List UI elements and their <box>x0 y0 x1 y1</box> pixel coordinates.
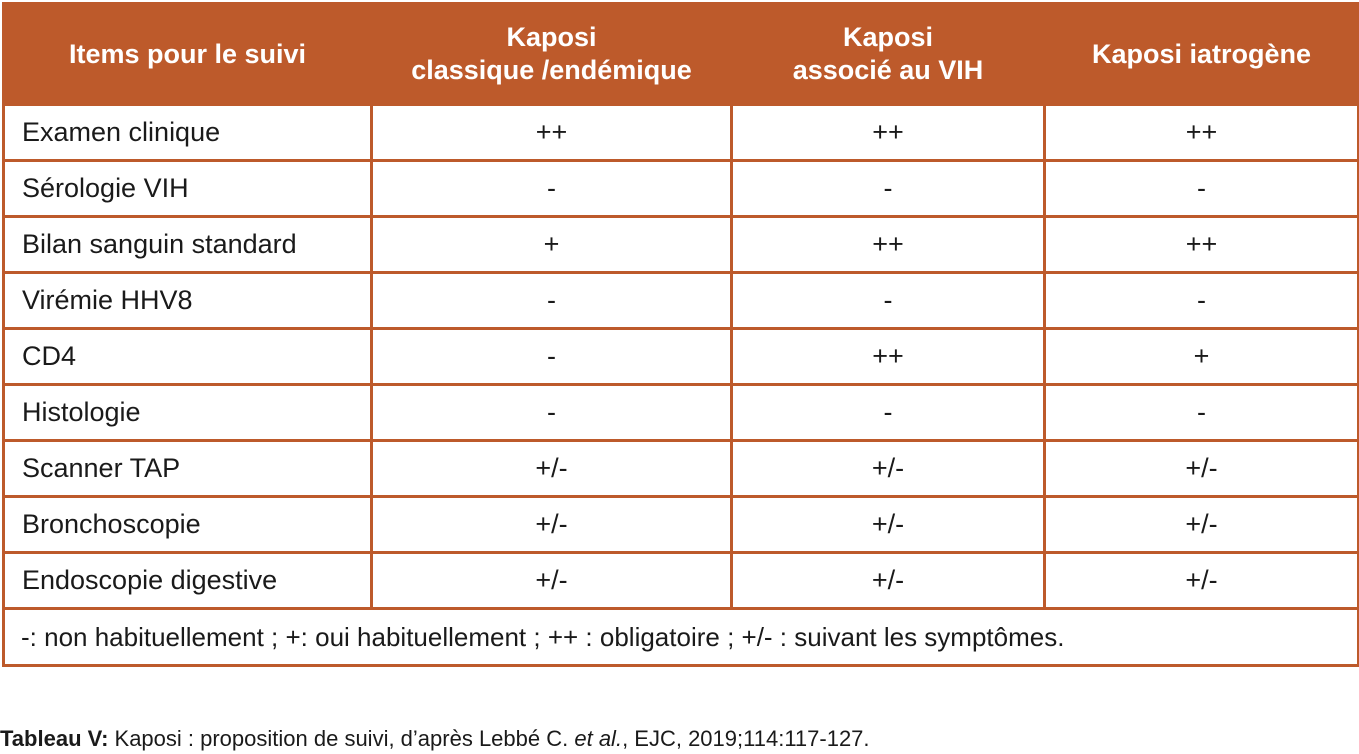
table-row: Bronchoscopie +/- +/- +/- <box>2 495 1359 554</box>
column-header: Kaposi iatrogène <box>1043 2 1359 106</box>
caption-text: Kaposi : proposition de suivi, d’après L… <box>108 726 575 751</box>
value-cell: +/- <box>730 495 1046 554</box>
legend-row: -: non habituellement ; +: oui habituell… <box>2 607 1359 667</box>
item-cell: Endoscopie digestive <box>2 551 373 610</box>
table-row: Examen clinique ++ ++ ++ <box>2 103 1359 162</box>
value-cell: ++ <box>730 215 1046 274</box>
table-row: Histologie - - - <box>2 383 1359 442</box>
item-cell: Scanner TAP <box>2 439 373 498</box>
value-cell: ++ <box>1043 103 1359 162</box>
value-cell: - <box>730 383 1046 442</box>
table-row: Sérologie VIH - - - <box>2 159 1359 218</box>
column-header: Items pour le suivi <box>2 2 373 106</box>
table-row: Virémie HHV8- - - <box>2 271 1359 330</box>
value-cell: +/- <box>1043 495 1359 554</box>
value-cell: - <box>1043 383 1359 442</box>
value-cell: ++ <box>730 103 1046 162</box>
value-cell: + <box>1043 327 1359 386</box>
value-cell: - <box>370 159 733 218</box>
item-cell: Histologie <box>2 383 373 442</box>
value-cell: +/- <box>1043 551 1359 610</box>
caption-label: Tableau V: <box>0 726 109 751</box>
item-cell: Bilan sanguin standard <box>2 215 373 274</box>
value-cell: - <box>1043 271 1359 330</box>
column-header: Kaposi classique /endémique <box>370 2 733 106</box>
legend-text: -: non habituellement ; +: oui habituell… <box>2 607 1359 667</box>
follow-up-table: Items pour le suivi Kaposi classique /end… <box>2 2 1359 667</box>
value-cell: ++ <box>1043 215 1359 274</box>
value-cell: +/- <box>370 495 733 554</box>
caption-italic: et al. <box>574 726 623 751</box>
value-cell: - <box>370 327 733 386</box>
value-cell: +/- <box>370 551 733 610</box>
header-row: Items pour le suivi Kaposi classique /end… <box>2 2 1359 106</box>
table-row: Endoscopie digestive +/- +/- +/- <box>2 551 1359 610</box>
value-cell: + <box>370 215 733 274</box>
column-header: Kaposi associé au VIH <box>730 2 1046 106</box>
value-cell: +/- <box>370 439 733 498</box>
item-cell: Sérologie VIH <box>2 159 373 218</box>
table-caption: Tableau V: Kaposi : proposition de suivi… <box>0 726 870 752</box>
value-cell: - <box>1043 159 1359 218</box>
item-cell: CD4 <box>2 327 373 386</box>
value-cell: +/- <box>1043 439 1359 498</box>
item-cell: Virémie HHV8 <box>2 271 373 330</box>
table-row: CD4- ++ + <box>2 327 1359 386</box>
value-cell: - <box>370 271 733 330</box>
value-cell: ++ <box>370 103 733 162</box>
value-cell: +/- <box>730 551 1046 610</box>
table-row: Bilan sanguin standard + ++ ++ <box>2 215 1359 274</box>
caption-text-end: , EJC, 2019;114:117-127. <box>622 726 870 751</box>
item-cell: Bronchoscopie <box>2 495 373 554</box>
value-cell: - <box>370 383 733 442</box>
value-cell: +/- <box>730 439 1046 498</box>
value-cell: ++ <box>730 327 1046 386</box>
value-cell: - <box>730 271 1046 330</box>
item-cell: Examen clinique <box>2 103 373 162</box>
table-row: Scanner TAP +/- +/- +/- <box>2 439 1359 498</box>
value-cell: - <box>730 159 1046 218</box>
